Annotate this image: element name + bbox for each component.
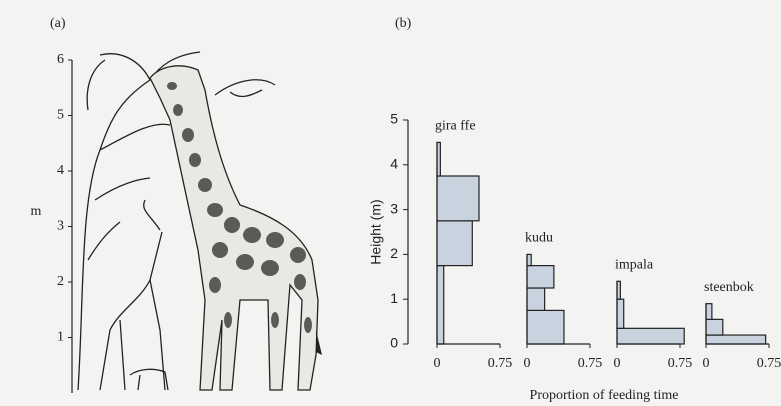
y-tick-label: 5	[390, 111, 398, 127]
x-tick-label: 0	[434, 356, 441, 371]
y-tick-label: 2	[57, 274, 64, 289]
y-tick-label: 4	[57, 163, 64, 178]
y-tick-label: 5	[57, 108, 64, 123]
x-tick-label: 0	[524, 356, 531, 371]
bar	[706, 319, 723, 335]
y-tick-label: 1	[390, 290, 398, 306]
bar	[527, 310, 564, 344]
figure: (a) m 1 2 3 4 5 6 (b) Height (m) Proportion of fee…	[0, 0, 781, 406]
panel-label: (b)	[395, 16, 412, 31]
page: {"chart_data": [ {"type": "illustration"…	[0, 0, 781, 406]
bar	[527, 288, 545, 310]
y-axis-label: Height (m)	[368, 199, 384, 264]
y-tick-label: 3	[57, 219, 64, 234]
bar	[706, 304, 712, 320]
bar	[706, 335, 766, 344]
panel-label: (a)	[50, 16, 66, 31]
bar	[437, 221, 472, 266]
series-label: steenbok	[704, 280, 754, 295]
y-axis-label: m	[31, 204, 42, 219]
bar	[617, 299, 624, 328]
giraffe-tail	[316, 330, 322, 355]
bar	[437, 176, 479, 221]
y-tick-label: 6	[57, 52, 64, 67]
bar	[617, 328, 684, 344]
tree-twigs	[215, 80, 275, 97]
series-label: impala	[615, 257, 654, 272]
bar	[437, 266, 444, 344]
y-tick-label: 1	[57, 330, 64, 345]
x-tick-label: 0.75	[757, 356, 781, 371]
bar	[527, 266, 554, 288]
x-tick-label: 0.75	[488, 356, 513, 371]
bar	[527, 254, 531, 265]
kudu-outline	[100, 200, 165, 390]
y-tick-label: 3	[390, 200, 398, 216]
y-tick-label: 2	[390, 245, 398, 261]
x-tick-label: 0	[614, 356, 621, 371]
small-antelope	[130, 369, 168, 390]
x-tick-label: 0.75	[668, 356, 693, 371]
x-tick-label: 0.75	[578, 356, 603, 371]
x-axis-label: Proportion of feeding time	[530, 388, 679, 403]
y-tick-label: 4	[390, 156, 398, 172]
illustration	[78, 52, 322, 390]
series-label: kudu	[525, 231, 553, 246]
x-tick-label: 0	[703, 356, 710, 371]
series-label: gira ffe	[435, 119, 476, 134]
y-tick-label: 0	[390, 335, 398, 351]
